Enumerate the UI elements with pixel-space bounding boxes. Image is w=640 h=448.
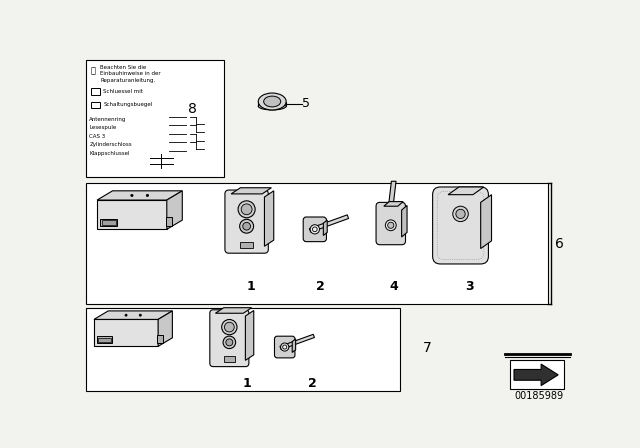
- Circle shape: [280, 343, 289, 351]
- Bar: [86, 308, 400, 391]
- Polygon shape: [97, 191, 182, 200]
- Bar: [102, 220, 116, 225]
- Polygon shape: [292, 339, 296, 353]
- Bar: [241, 241, 253, 248]
- FancyBboxPatch shape: [210, 310, 249, 366]
- FancyBboxPatch shape: [433, 187, 488, 264]
- Polygon shape: [97, 200, 167, 229]
- Circle shape: [283, 345, 287, 349]
- Bar: [97, 336, 113, 344]
- Text: Reparaturanleitung.: Reparaturanleitung.: [100, 78, 156, 82]
- Text: 2: 2: [308, 377, 317, 390]
- Circle shape: [125, 314, 127, 316]
- Circle shape: [147, 194, 148, 197]
- FancyBboxPatch shape: [225, 190, 268, 253]
- Bar: [91, 102, 100, 108]
- Polygon shape: [264, 191, 274, 246]
- Polygon shape: [259, 102, 286, 106]
- Ellipse shape: [259, 93, 286, 110]
- Polygon shape: [167, 191, 182, 229]
- Circle shape: [223, 336, 236, 349]
- Circle shape: [385, 220, 396, 231]
- Circle shape: [131, 194, 133, 197]
- Bar: [91, 88, 100, 95]
- Polygon shape: [231, 188, 271, 194]
- Polygon shape: [245, 310, 253, 360]
- Polygon shape: [309, 215, 349, 232]
- Bar: [98, 338, 111, 342]
- Circle shape: [226, 339, 233, 346]
- Text: 5: 5: [302, 97, 310, 110]
- Polygon shape: [481, 195, 492, 249]
- Ellipse shape: [264, 96, 281, 107]
- Text: 00185989: 00185989: [514, 391, 563, 401]
- Text: 7: 7: [423, 341, 431, 355]
- Bar: [100, 219, 117, 226]
- Text: 🔥: 🔥: [91, 66, 96, 75]
- Bar: [86, 183, 548, 304]
- Text: Einbauhinweise in der: Einbauhinweise in der: [100, 72, 161, 77]
- Bar: [224, 356, 235, 362]
- Polygon shape: [158, 311, 172, 346]
- Text: CAS 3: CAS 3: [90, 134, 106, 139]
- Polygon shape: [388, 181, 396, 206]
- Circle shape: [225, 322, 234, 332]
- Text: 4: 4: [390, 280, 398, 293]
- Polygon shape: [280, 334, 314, 349]
- Polygon shape: [448, 187, 484, 195]
- Polygon shape: [94, 319, 158, 346]
- Polygon shape: [384, 202, 403, 206]
- Text: 6: 6: [554, 237, 563, 251]
- Circle shape: [310, 225, 319, 234]
- Bar: [166, 217, 172, 226]
- Polygon shape: [323, 220, 327, 236]
- Text: Zylinderschloss: Zylinderschloss: [90, 142, 132, 147]
- Text: 8: 8: [188, 102, 197, 116]
- Text: Schluessel mit: Schluessel mit: [103, 89, 143, 94]
- Text: 1: 1: [243, 377, 251, 390]
- Circle shape: [452, 206, 468, 222]
- Circle shape: [241, 204, 252, 215]
- FancyBboxPatch shape: [275, 336, 295, 358]
- Circle shape: [221, 319, 237, 335]
- Text: Schaltungsbuegel: Schaltungsbuegel: [103, 102, 152, 107]
- Polygon shape: [216, 308, 252, 313]
- Polygon shape: [514, 364, 558, 386]
- Text: Antennenring: Antennenring: [90, 117, 127, 122]
- Text: Klappschlussel: Klappschlussel: [90, 151, 130, 156]
- Polygon shape: [402, 206, 407, 237]
- Circle shape: [238, 201, 255, 218]
- Polygon shape: [94, 311, 172, 319]
- Circle shape: [243, 222, 250, 230]
- Text: 3: 3: [465, 280, 474, 293]
- Circle shape: [456, 209, 465, 219]
- Bar: [86, 60, 224, 177]
- Text: 1: 1: [246, 280, 255, 293]
- Bar: [157, 335, 163, 344]
- Text: Beachten Sie die: Beachten Sie die: [100, 65, 147, 70]
- Circle shape: [239, 220, 253, 233]
- Text: Lesespule: Lesespule: [90, 125, 116, 130]
- Bar: [510, 360, 564, 389]
- Circle shape: [140, 314, 141, 316]
- FancyBboxPatch shape: [376, 202, 406, 245]
- Text: 2: 2: [316, 280, 324, 293]
- Circle shape: [312, 227, 317, 232]
- Ellipse shape: [259, 102, 286, 110]
- FancyBboxPatch shape: [303, 217, 326, 241]
- Circle shape: [388, 222, 394, 228]
